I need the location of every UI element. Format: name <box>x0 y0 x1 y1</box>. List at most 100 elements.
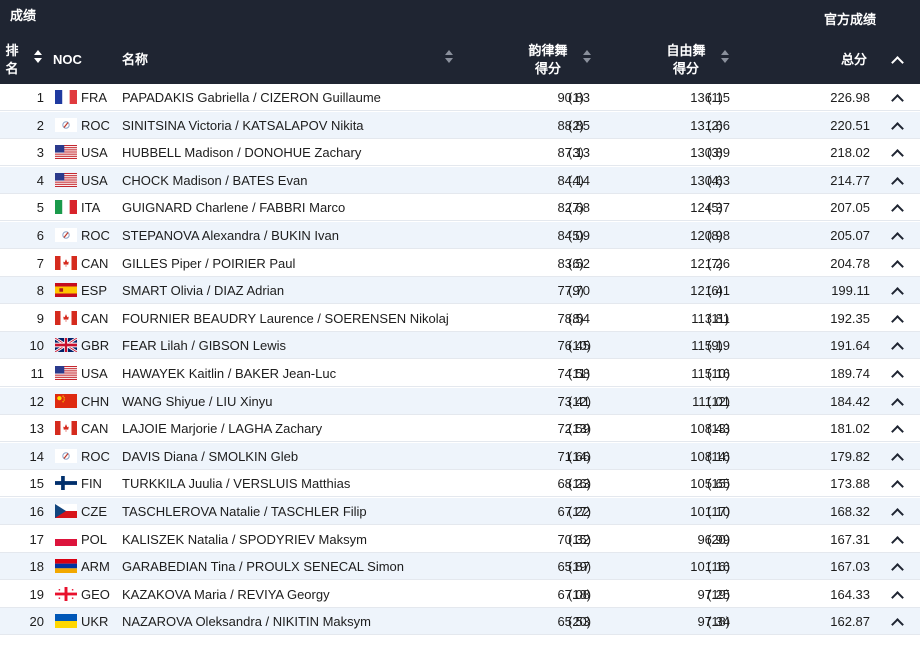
table-row[interactable]: 8 ESP SMART Olivia / DIAZ Adrian 77.70 (9) 12… <box>0 277 920 305</box>
rank-cell: 14 <box>29 448 44 464</box>
athlete-name-cell[interactable]: STEPANOVA Alexandra / BUKIN Ivan <box>122 228 340 243</box>
athlete-name-cell[interactable]: KAZAKOVA Maria / REVIYA Georgy <box>122 586 330 602</box>
table-row[interactable]: 1 FRA PAPADAKIS Gabriella / CIZERON Guilla… <box>0 84 920 111</box>
expand-row-icon[interactable] <box>891 259 904 273</box>
table-row[interactable]: 14 ROC DAVIS Diana / SMOLKIN Gleb 71.66 (14)… <box>0 442 920 470</box>
athlete-name-cell[interactable]: TASCHLEROVA Natalie / TASCHLER Filip <box>122 504 367 519</box>
table-row[interactable]: 6 ROC STEPANOVA Alexandra / BUKIN Ivan 84.0… <box>0 222 920 249</box>
rhythm-place-cell: (6) <box>568 255 584 271</box>
free-score-cell: 136.15 <box>690 90 730 105</box>
expand-row-icon[interactable] <box>891 563 904 577</box>
total-score-cell: 184.42 <box>830 393 870 409</box>
rank-cell: 9 <box>36 310 44 326</box>
athlete-name-cell[interactable]: PAPADAKIS Gabriella / CIZERON Guillaume <box>122 90 381 105</box>
expand-row-icon[interactable] <box>891 618 904 632</box>
table-row[interactable]: 20 UKR NAZAROVA Oleksandra / NIKITIN Maksy… <box>0 608 920 636</box>
rhythm-place-cell: (9) <box>568 283 584 299</box>
rhythm-place-cell: (15) <box>568 531 592 547</box>
table-row[interactable]: 18 ARM GARABEDIAN Tina / PROULX SENECAL Si… <box>0 553 920 581</box>
expand-row-icon[interactable] <box>891 452 904 466</box>
athlete-name-cell[interactable]: SMART Olivia / DIAZ Adrian <box>122 283 285 299</box>
free-place-cell: (9) <box>707 338 723 354</box>
table-row[interactable]: 10 GBR FEAR Lilah / GIBSON Lewis 76.45 (10) 1… <box>0 332 920 360</box>
expand-row-icon[interactable] <box>891 204 904 218</box>
expand-row-icon[interactable] <box>891 121 904 135</box>
rhythm-score-cell: 74.58 <box>557 366 590 381</box>
athlete-name-cell[interactable]: KALISZEK Natalia / SPODYRIEV Maksym <box>122 531 367 547</box>
collapse-all-icon[interactable] <box>891 56 904 69</box>
athlete-name-cell[interactable]: CHOCK Madison / BATES Evan <box>122 172 308 188</box>
expand-row-icon[interactable] <box>891 508 904 521</box>
athlete-name-cell[interactable]: TURKKILA Juulia / VERSLUIS Matthias <box>122 476 351 492</box>
table-row[interactable]: 11 USA HAWAYEK Kaitlin / BAKER Jean-Luc 74.… <box>0 360 920 387</box>
free-place-cell: (4) <box>707 172 723 188</box>
rank-header[interactable]: 排 名 <box>4 42 20 78</box>
athlete-name-cell[interactable]: LAJOIE Marjorie / LAGHA Zachary <box>122 421 323 437</box>
expand-row-icon[interactable] <box>891 480 904 494</box>
athlete-name-cell[interactable]: FOURNIER BEAUDRY Laurence / SOERENSEN Ni… <box>122 310 449 326</box>
table-row[interactable]: 12 CHN WANG Shiyue / LIU Xinyu 73.41 (12) 111… <box>0 387 920 415</box>
expand-row-icon[interactable] <box>891 425 904 439</box>
rhythm-place-cell: (18) <box>568 586 592 602</box>
expand-row-icon[interactable] <box>891 370 904 383</box>
total-score-cell: 220.51 <box>830 117 870 133</box>
table-row[interactable]: 17 POL KALISZEK Natalia / SPODYRIEV Maksym… <box>0 526 920 553</box>
noc-cell: ARM <box>81 559 110 575</box>
expand-row-icon[interactable] <box>891 590 904 604</box>
table-row[interactable]: 4 USA CHOCK Madison / BATES Evan 84.14 (4) 13… <box>0 166 920 194</box>
athlete-name-cell[interactable]: FEAR Lilah / GIBSON Lewis <box>122 338 286 354</box>
rhythm-place-cell: (20) <box>568 614 592 630</box>
expand-row-icon[interactable] <box>891 94 904 107</box>
rhythm-sort-icon[interactable] <box>583 50 591 64</box>
free-header-line1: 自由舞 <box>666 43 706 58</box>
free-score-cell: 124.37 <box>690 200 730 216</box>
athlete-name-cell[interactable]: GILLES Piper / POIRIER Paul <box>122 255 296 271</box>
expand-row-icon[interactable] <box>891 535 904 549</box>
free-score-cell: 101.10 <box>690 504 730 519</box>
athlete-name-cell[interactable]: GUIGNARD Charlene / FABBRI Marco <box>122 200 346 216</box>
table-row[interactable]: 13 CAN LAJOIE Marjorie / LAGHA Zachary 72.5… <box>0 415 920 443</box>
table-row[interactable]: 7 CAN GILLES Piper / POIRIER Paul 83.52 (6) 1… <box>0 250 920 277</box>
free-place-cell: (1) <box>707 90 723 105</box>
rank-cell: 18 <box>29 559 44 575</box>
rank-sort-icon[interactable] <box>34 50 42 64</box>
total-score-cell: 167.03 <box>830 559 870 575</box>
rhythm-place-cell: (16) <box>568 476 592 492</box>
athlete-name-cell[interactable]: HAWAYEK Kaitlin / BAKER Jean-Luc <box>122 366 337 381</box>
noc-cell: UKR <box>81 614 109 630</box>
table-row[interactable]: 5 ITA GUIGNARD Charlene / FABBRI Marco 82.6… <box>0 194 920 222</box>
rhythm-place-cell: (13) <box>568 421 592 437</box>
expand-row-icon[interactable] <box>891 287 904 301</box>
rhythm-header-line1: 韵律舞 <box>528 43 568 58</box>
athlete-name-cell[interactable]: DAVIS Diana / SMOLKIN Gleb <box>122 448 299 464</box>
athlete-name-cell[interactable]: NAZAROVA Oleksandra / NIKITIN Maksym <box>122 614 371 630</box>
table-row[interactable]: 19 GEO KAZAKOVA Maria / REVIYA Georgy 67.08… <box>0 581 920 608</box>
expand-row-icon[interactable] <box>891 397 904 411</box>
athlete-name-cell[interactable]: WANG Shiyue / LIU Xinyu <box>122 393 273 409</box>
expand-row-icon[interactable] <box>891 176 904 190</box>
free-place-cell: (2) <box>707 117 723 133</box>
table-row[interactable]: 3 USA HUBBELL Madison / DONOHUE Zachary 87.… <box>0 139 920 167</box>
athlete-name-cell[interactable]: GARABEDIAN Tina / PROULX SENECAL Simon <box>122 559 405 575</box>
name-sort-icon[interactable] <box>445 50 453 64</box>
athlete-name-cell[interactable]: SINITSINA Victoria / KATSALAPOV Nikita <box>122 117 364 133</box>
rank-cell: 1 <box>36 90 44 105</box>
rhythm-score-cell: 83.52 <box>557 255 590 271</box>
expand-row-icon[interactable] <box>891 149 904 163</box>
athlete-name-cell[interactable]: HUBBELL Madison / DONOHUE Zachary <box>122 145 362 161</box>
table-row[interactable]: 9 CAN FOURNIER BEAUDRY Laurence / SOERENSE… <box>0 305 920 332</box>
free-place-cell: (7) <box>707 255 723 271</box>
rhythm-place-cell: (5) <box>568 228 584 243</box>
table-row[interactable]: 16 CZE TASCHLEROVA Natalie / TASCHLER Fili… <box>0 498 920 525</box>
table-row[interactable]: 15 FIN TURKKILA Juulia / VERSLUIS Matthias… <box>0 470 920 498</box>
name-header: 名称 <box>122 52 149 67</box>
table-row[interactable]: 2 ROC SINITSINA Victoria / KATSALAPOV Niki… <box>0 111 920 139</box>
free-sort-icon[interactable] <box>721 50 729 64</box>
can-flag-icon <box>55 255 77 270</box>
noc-cell: FIN <box>81 476 102 492</box>
expand-row-icon[interactable] <box>891 342 904 356</box>
expand-row-icon[interactable] <box>891 232 904 245</box>
free-score-cell: 96.99 <box>697 531 730 547</box>
expand-row-icon[interactable] <box>891 314 904 328</box>
total-score-cell: 226.98 <box>830 90 870 105</box>
